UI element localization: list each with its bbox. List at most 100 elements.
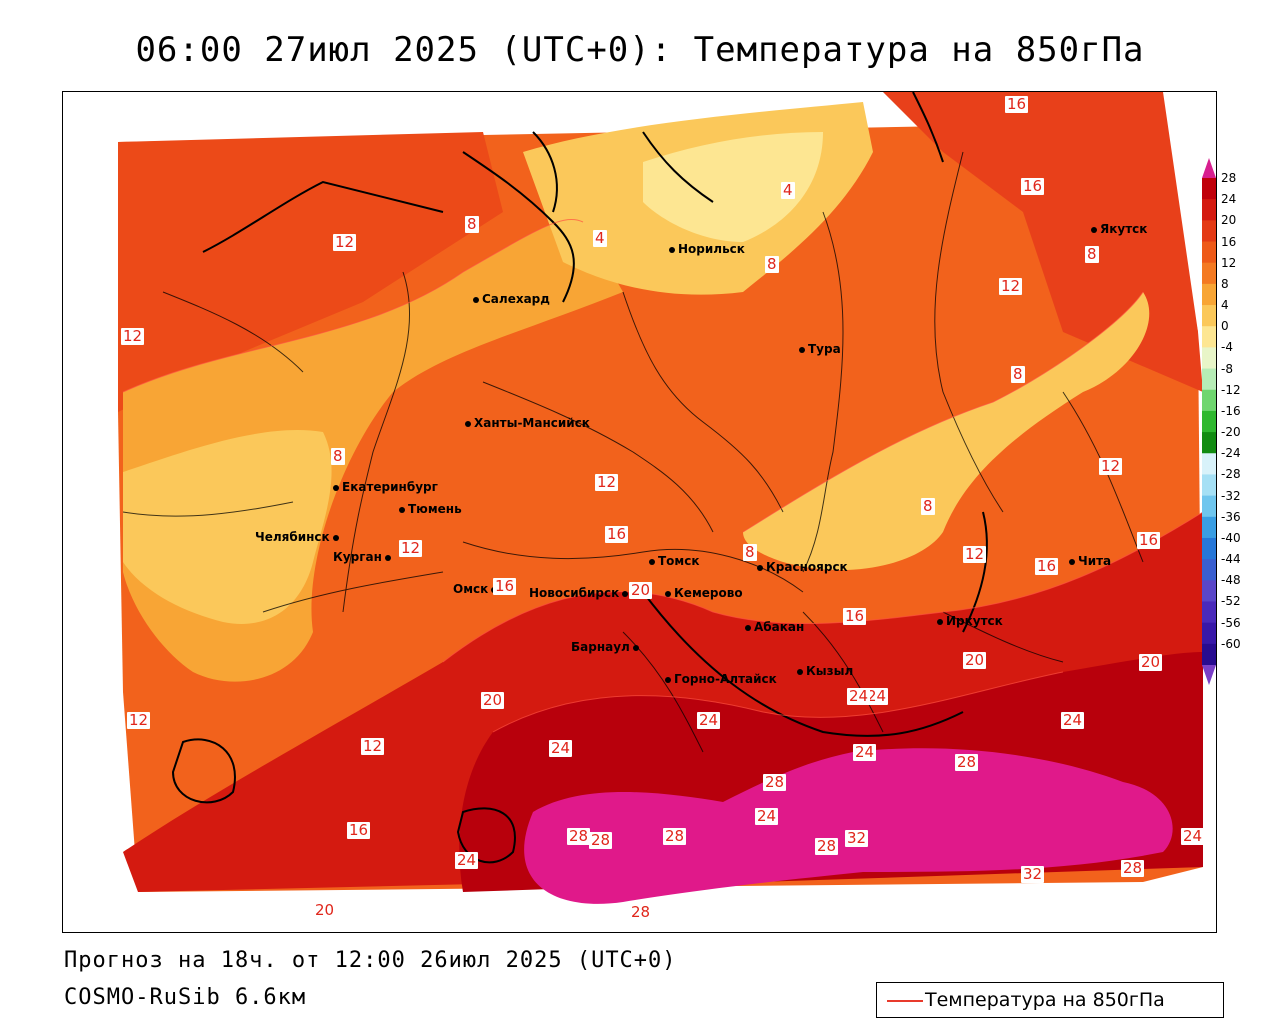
colorbar-swatch <box>1202 474 1216 497</box>
colorbar-swatch <box>1202 580 1216 602</box>
city-dot <box>757 564 763 571</box>
city-irkutsk[interactable]: Иркутск <box>937 614 1003 628</box>
temperature-map[interactable]: Норильск Якутск Салехард Тура Ханты-Манс… <box>62 91 1217 933</box>
city-dot <box>333 484 339 491</box>
isotherm-label: 4 <box>593 229 607 247</box>
isotherm-label: 28 <box>567 827 591 845</box>
city-abakan[interactable]: Абакан <box>745 620 804 634</box>
colorbar-swatch <box>1202 305 1216 327</box>
colorbar-tick-label: 20 <box>1221 213 1237 228</box>
isotherm-label: 8 <box>331 447 345 465</box>
city-krasnoyarsk[interactable]: Красноярск <box>757 560 848 574</box>
isotherm-label: 8 <box>765 255 779 273</box>
city-dot <box>632 644 639 651</box>
colorbar-swatch <box>1202 326 1216 348</box>
city-tura[interactable]: Тура <box>799 342 841 356</box>
city-dot <box>665 676 671 683</box>
isotherm-label: 24 <box>847 687 871 705</box>
city-dot <box>799 346 805 353</box>
legend: Температура на 850гПа <box>876 982 1224 1018</box>
colorbar-swatch <box>1202 495 1216 518</box>
colorbar-tick-label: -24 <box>1221 446 1241 461</box>
isotherm-label: 16 <box>1035 557 1059 575</box>
colorbar-swatch <box>1202 368 1216 391</box>
legend-line-swatch <box>887 1000 923 1002</box>
isotherm-label: 12 <box>399 539 423 557</box>
city-dot <box>465 420 471 427</box>
isotherm-label: 12 <box>595 473 619 491</box>
isotherm-label: 20 <box>963 651 987 669</box>
city-gorno-altaysk[interactable]: Горно-Алтайск <box>665 672 777 686</box>
city-dot <box>665 590 671 597</box>
city-dot <box>745 624 751 631</box>
city-dot <box>797 668 803 675</box>
colorbar-tick-label: -56 <box>1221 615 1241 630</box>
colorbar-tick-label: -12 <box>1221 382 1241 397</box>
isotherm-label: 16 <box>605 525 629 543</box>
colorbar-tick-label: 8 <box>1221 276 1229 291</box>
isotherm-label: 12 <box>333 233 357 251</box>
isotherm-label: 24 <box>865 687 889 705</box>
isotherm-label: 24 <box>755 807 779 825</box>
model-name: COSMO-RuSib 6.6км <box>64 985 307 1010</box>
isotherm-label: 12 <box>127 711 151 729</box>
isotherm-label: 8 <box>921 497 935 515</box>
colorbar-swatch <box>1202 220 1216 243</box>
city-dot <box>399 506 405 513</box>
city-ekaterinburg[interactable]: Екатеринбург <box>333 480 438 494</box>
city-salekhard[interactable]: Салехард <box>473 292 550 306</box>
city-norilsk[interactable]: Норильск <box>669 242 745 256</box>
colorbar-swatch <box>1202 410 1216 433</box>
city-tomsk[interactable]: Томск <box>649 554 700 568</box>
colorbar-swatch <box>1202 241 1216 264</box>
city-yakutsk[interactable]: Якутск <box>1091 222 1147 236</box>
colorbar-tick-label: -4 <box>1221 340 1233 355</box>
isotherm-label: 28 <box>955 753 979 771</box>
city-novosibirsk[interactable]: Новосибирск <box>529 586 631 600</box>
region-borders <box>122 151 1144 753</box>
colorbar-tick-label: 4 <box>1221 298 1229 313</box>
zone-28 <box>524 748 1173 904</box>
city-khanty-mansiysk[interactable]: Ханты-Мансийск <box>465 416 590 430</box>
isotherm-label: 24 <box>1181 827 1205 845</box>
city-dot <box>332 534 339 541</box>
isotherm-label: 16 <box>1005 95 1029 113</box>
city-kyzyl[interactable]: Кызыл <box>797 664 853 678</box>
colorbar-tick-label: 28 <box>1221 171 1237 185</box>
legend-label: Температура на 850гПа <box>925 989 1165 1011</box>
isotherm-label: 16 <box>1021 177 1045 195</box>
map-canvas <box>118 92 1204 904</box>
colorbar-tick-label: -52 <box>1221 594 1241 609</box>
colorbar-svg <box>1202 158 1216 685</box>
colorbar-swatch <box>1202 262 1216 285</box>
isotherm-label: 28 <box>815 837 839 855</box>
city-chita[interactable]: Чита <box>1069 554 1111 568</box>
zone-4-west <box>123 430 332 624</box>
colorbar-tick-label: -32 <box>1221 488 1241 503</box>
city-kemerovo[interactable]: Кемерово <box>665 586 743 600</box>
city-kurgan[interactable]: Курган <box>333 550 394 564</box>
city-tyumen[interactable]: Тюмень <box>399 502 462 516</box>
forecast-info: Прогноз на 18ч. от 12:00 26июл 2025 (UTC… <box>64 948 677 973</box>
colorbar-tick-label: 16 <box>1221 234 1237 249</box>
isotherm-label: 16 <box>1137 531 1161 549</box>
isotherm-label: 12 <box>963 545 987 563</box>
colorbar-swatch <box>1202 389 1216 412</box>
city-dot <box>1091 226 1097 233</box>
isotherm-label: 24 <box>1061 711 1085 729</box>
map-title: 06:00 27июл 2025 (UTC+0): Температура на… <box>135 30 1145 70</box>
isotherm-label: 12 <box>999 277 1023 295</box>
colorbar-tick-label: -40 <box>1221 530 1241 545</box>
city-barnaul[interactable]: Барнаул <box>571 640 642 654</box>
colorbar-swatch <box>1202 199 1216 221</box>
isotherm-label: 16 <box>493 577 517 595</box>
colorbar-tick-label: -60 <box>1221 636 1241 651</box>
colorbar-swatch <box>1202 537 1216 560</box>
city-chelyabinsk[interactable]: Челябинск <box>255 530 342 544</box>
colorbar <box>1202 158 1216 685</box>
isotherm-label: 28 <box>663 827 687 845</box>
colorbar-swatch <box>1202 601 1216 624</box>
isotherm-label: 12 <box>121 327 145 345</box>
isotherm-label: 8 <box>743 543 757 561</box>
colorbar-tick-label: -48 <box>1221 573 1241 588</box>
